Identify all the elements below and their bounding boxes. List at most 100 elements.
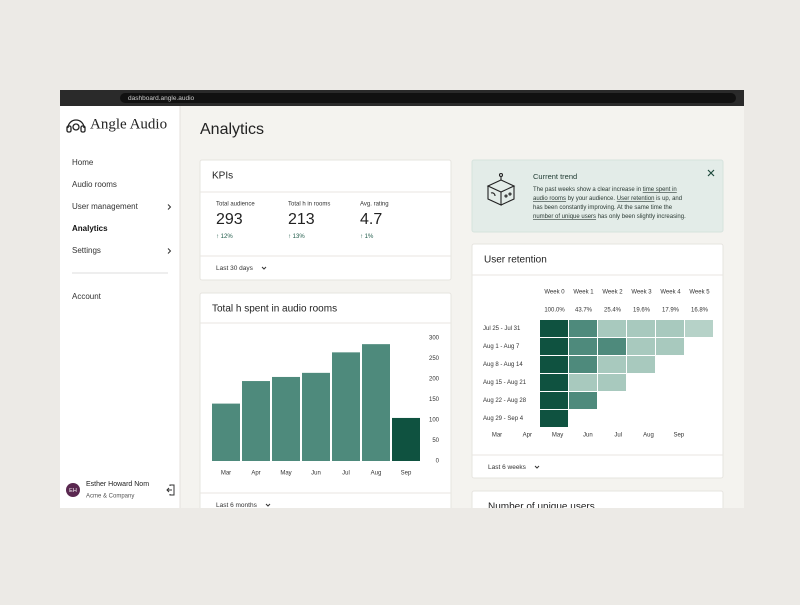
x-tick-label: Sep bbox=[401, 471, 412, 477]
nav-item[interactable]: Account bbox=[72, 292, 102, 301]
bar bbox=[242, 381, 270, 461]
row-label: Aug 1 - Aug 7 bbox=[483, 344, 520, 350]
y-tick-label: 300 bbox=[429, 336, 440, 342]
user-company: Acme & Company bbox=[86, 494, 134, 500]
chevron bbox=[265, 503, 271, 507]
retention-cell bbox=[598, 320, 626, 337]
retention-cell bbox=[540, 410, 568, 427]
nav-item[interactable]: User management bbox=[72, 202, 139, 211]
retention-cell bbox=[685, 320, 713, 337]
retention-cell bbox=[656, 338, 684, 355]
trend-link[interactable]: audio rooms bbox=[533, 196, 566, 202]
chevron bbox=[534, 465, 540, 469]
y-tick-label: 50 bbox=[432, 438, 439, 444]
x-tick-label: Aug bbox=[371, 471, 382, 477]
column-rate: 43.7% bbox=[575, 308, 593, 314]
card-title: User retention bbox=[484, 255, 547, 266]
close-button[interactable] bbox=[707, 169, 715, 177]
kpi-value: 293 bbox=[216, 211, 243, 228]
trend-title: Current trend bbox=[533, 172, 577, 181]
month-label: Aug bbox=[643, 433, 654, 439]
trend-text-part: is up, and bbox=[654, 196, 682, 202]
period-select[interactable]: Last 30 days bbox=[216, 265, 254, 272]
retention-cell bbox=[540, 392, 568, 409]
url-field[interactable] bbox=[120, 93, 736, 103]
url: dashboard.angle.audio bbox=[128, 95, 195, 102]
retention-cell bbox=[540, 356, 568, 373]
unique-users-card bbox=[471, 490, 724, 508]
x-tick-label: Mar bbox=[221, 471, 231, 477]
kpi-value: 213 bbox=[288, 211, 315, 228]
brand: Angle Audio bbox=[90, 116, 167, 132]
x-tick-label: Apr bbox=[251, 471, 260, 477]
nav-item[interactable]: Audio rooms bbox=[72, 180, 117, 189]
trend-text: audio rooms by your audience. User reten… bbox=[533, 196, 682, 202]
trend-text: number of unique users has only been sli… bbox=[533, 214, 686, 220]
card-title: KPIs bbox=[212, 171, 233, 182]
nav-item[interactable]: Home bbox=[72, 158, 94, 167]
column-rate: 19.6% bbox=[633, 308, 651, 314]
row-label: Aug 8 - Aug 14 bbox=[483, 362, 523, 368]
avatar bbox=[66, 483, 80, 497]
trend-text: The past weeks show a clear increase in … bbox=[533, 187, 677, 193]
retention-cell bbox=[569, 356, 597, 373]
nav-item[interactable]: Settings bbox=[72, 246, 101, 255]
y-tick-label: 250 bbox=[429, 356, 440, 362]
bar bbox=[392, 417, 420, 461]
retention-cell bbox=[540, 320, 568, 337]
kpi-label: Avg. rating bbox=[360, 202, 389, 208]
chevron bbox=[167, 248, 172, 254]
y-tick-label: 150 bbox=[429, 397, 440, 403]
month-label: Apr bbox=[523, 433, 532, 439]
period-select[interactable]: Last 6 months bbox=[216, 502, 258, 509]
column-rate: 25.4% bbox=[604, 308, 622, 314]
kpi-change: ↑ 1% bbox=[360, 234, 374, 240]
trend-link[interactable]: number of unique users bbox=[533, 214, 596, 220]
column-header: Week 4 bbox=[660, 290, 681, 296]
sidebar bbox=[60, 106, 180, 508]
kpi-label: Total h in rooms bbox=[288, 202, 330, 208]
kpi-change: ↑ 12% bbox=[216, 234, 233, 240]
retention-cell bbox=[598, 374, 626, 391]
y-tick-label: 0 bbox=[436, 459, 440, 465]
column-rate: 16.8% bbox=[691, 308, 709, 314]
x-tick-label: Jul bbox=[342, 471, 350, 477]
trend-link[interactable]: time spent in bbox=[643, 187, 677, 193]
nav-item[interactable]: Analytics bbox=[72, 224, 108, 233]
trend-text-part: has only been slightly increasing. bbox=[596, 214, 686, 220]
avatar-initials: EH bbox=[69, 488, 77, 494]
bar bbox=[362, 344, 390, 461]
robot-icon bbox=[486, 172, 516, 206]
row-label: Aug 15 - Aug 21 bbox=[483, 380, 527, 386]
content: Angle Audio EH Esther Howard Nom Acme & … bbox=[60, 106, 724, 509]
card-title: Total h spent in audio rooms bbox=[212, 304, 337, 315]
trend-text-part: has been constantly improving. At the sa… bbox=[533, 205, 673, 211]
column-header: Week 3 bbox=[631, 290, 652, 296]
trend-text-part: by your audience. bbox=[566, 196, 617, 202]
column-rate: 100.0% bbox=[544, 308, 565, 314]
retention-cell bbox=[656, 320, 684, 337]
row-label: Aug 29 - Sep 4 bbox=[483, 416, 524, 422]
retention-cell bbox=[569, 338, 597, 355]
retention-cell bbox=[540, 338, 568, 355]
column-rate: 17.9% bbox=[662, 308, 680, 314]
trend-link[interactable]: User retention bbox=[617, 196, 655, 202]
chevron bbox=[261, 266, 267, 270]
column-header: Week 5 bbox=[689, 290, 710, 296]
logo-icon bbox=[66, 119, 86, 133]
retention-cell bbox=[569, 374, 597, 391]
kpi-value: 4.7 bbox=[360, 211, 382, 228]
user-name: Esther Howard Nom bbox=[86, 481, 149, 488]
trend-card bbox=[471, 159, 724, 233]
retention-cell bbox=[627, 338, 655, 355]
row-label: Jul 25 - Jul 31 bbox=[483, 326, 521, 332]
retention-card bbox=[471, 243, 724, 479]
period-select[interactable]: Last 6 weeks bbox=[488, 464, 527, 471]
logout-icon[interactable] bbox=[166, 484, 175, 496]
retention-cell bbox=[569, 392, 597, 409]
bar bbox=[272, 376, 300, 461]
kpi-change: ↑ 13% bbox=[288, 234, 305, 240]
retention-cell bbox=[598, 356, 626, 373]
y-tick-label: 100 bbox=[429, 418, 440, 424]
